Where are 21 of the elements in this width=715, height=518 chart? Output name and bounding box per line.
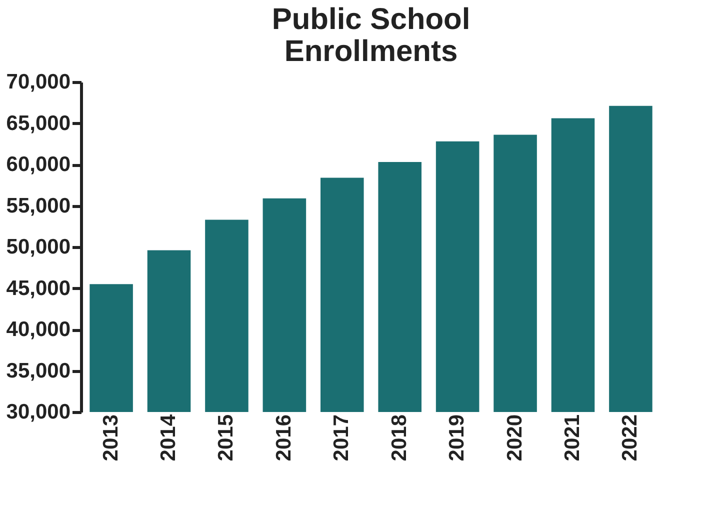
x-tick-label: 2021 — [560, 414, 584, 462]
x-tick-label: 2013 — [99, 414, 122, 462]
y-tick-label: 35,000 — [6, 359, 70, 382]
text: Enrollments — [284, 35, 458, 68]
y-tick-label: 70,000 — [6, 70, 70, 94]
y-tick-label: 45,000 — [6, 276, 70, 300]
x-tick-label: 2022 — [618, 414, 642, 462]
y-tick-label: 65,000 — [6, 112, 70, 135]
x-tick-label: 2016 — [272, 414, 296, 462]
x-tick-label: 2019 — [446, 414, 469, 462]
x-tick-label: 2018 — [388, 414, 411, 462]
x-tick-label: 2015 — [214, 414, 238, 462]
text: Public School — [272, 3, 470, 36]
y-tick-label: 50,000 — [6, 236, 70, 258]
x-tick-label: 2017 — [330, 414, 354, 462]
x-tick-label: 2014 — [157, 414, 180, 462]
y-tick-label: 30,000 — [6, 400, 70, 424]
y-tick-label: 55,000 — [6, 194, 70, 218]
x-tick-label: 2020 — [503, 414, 526, 462]
y-tick-label: 40,000 — [6, 318, 70, 341]
y-tick-label: 60,000 — [6, 153, 70, 176]
